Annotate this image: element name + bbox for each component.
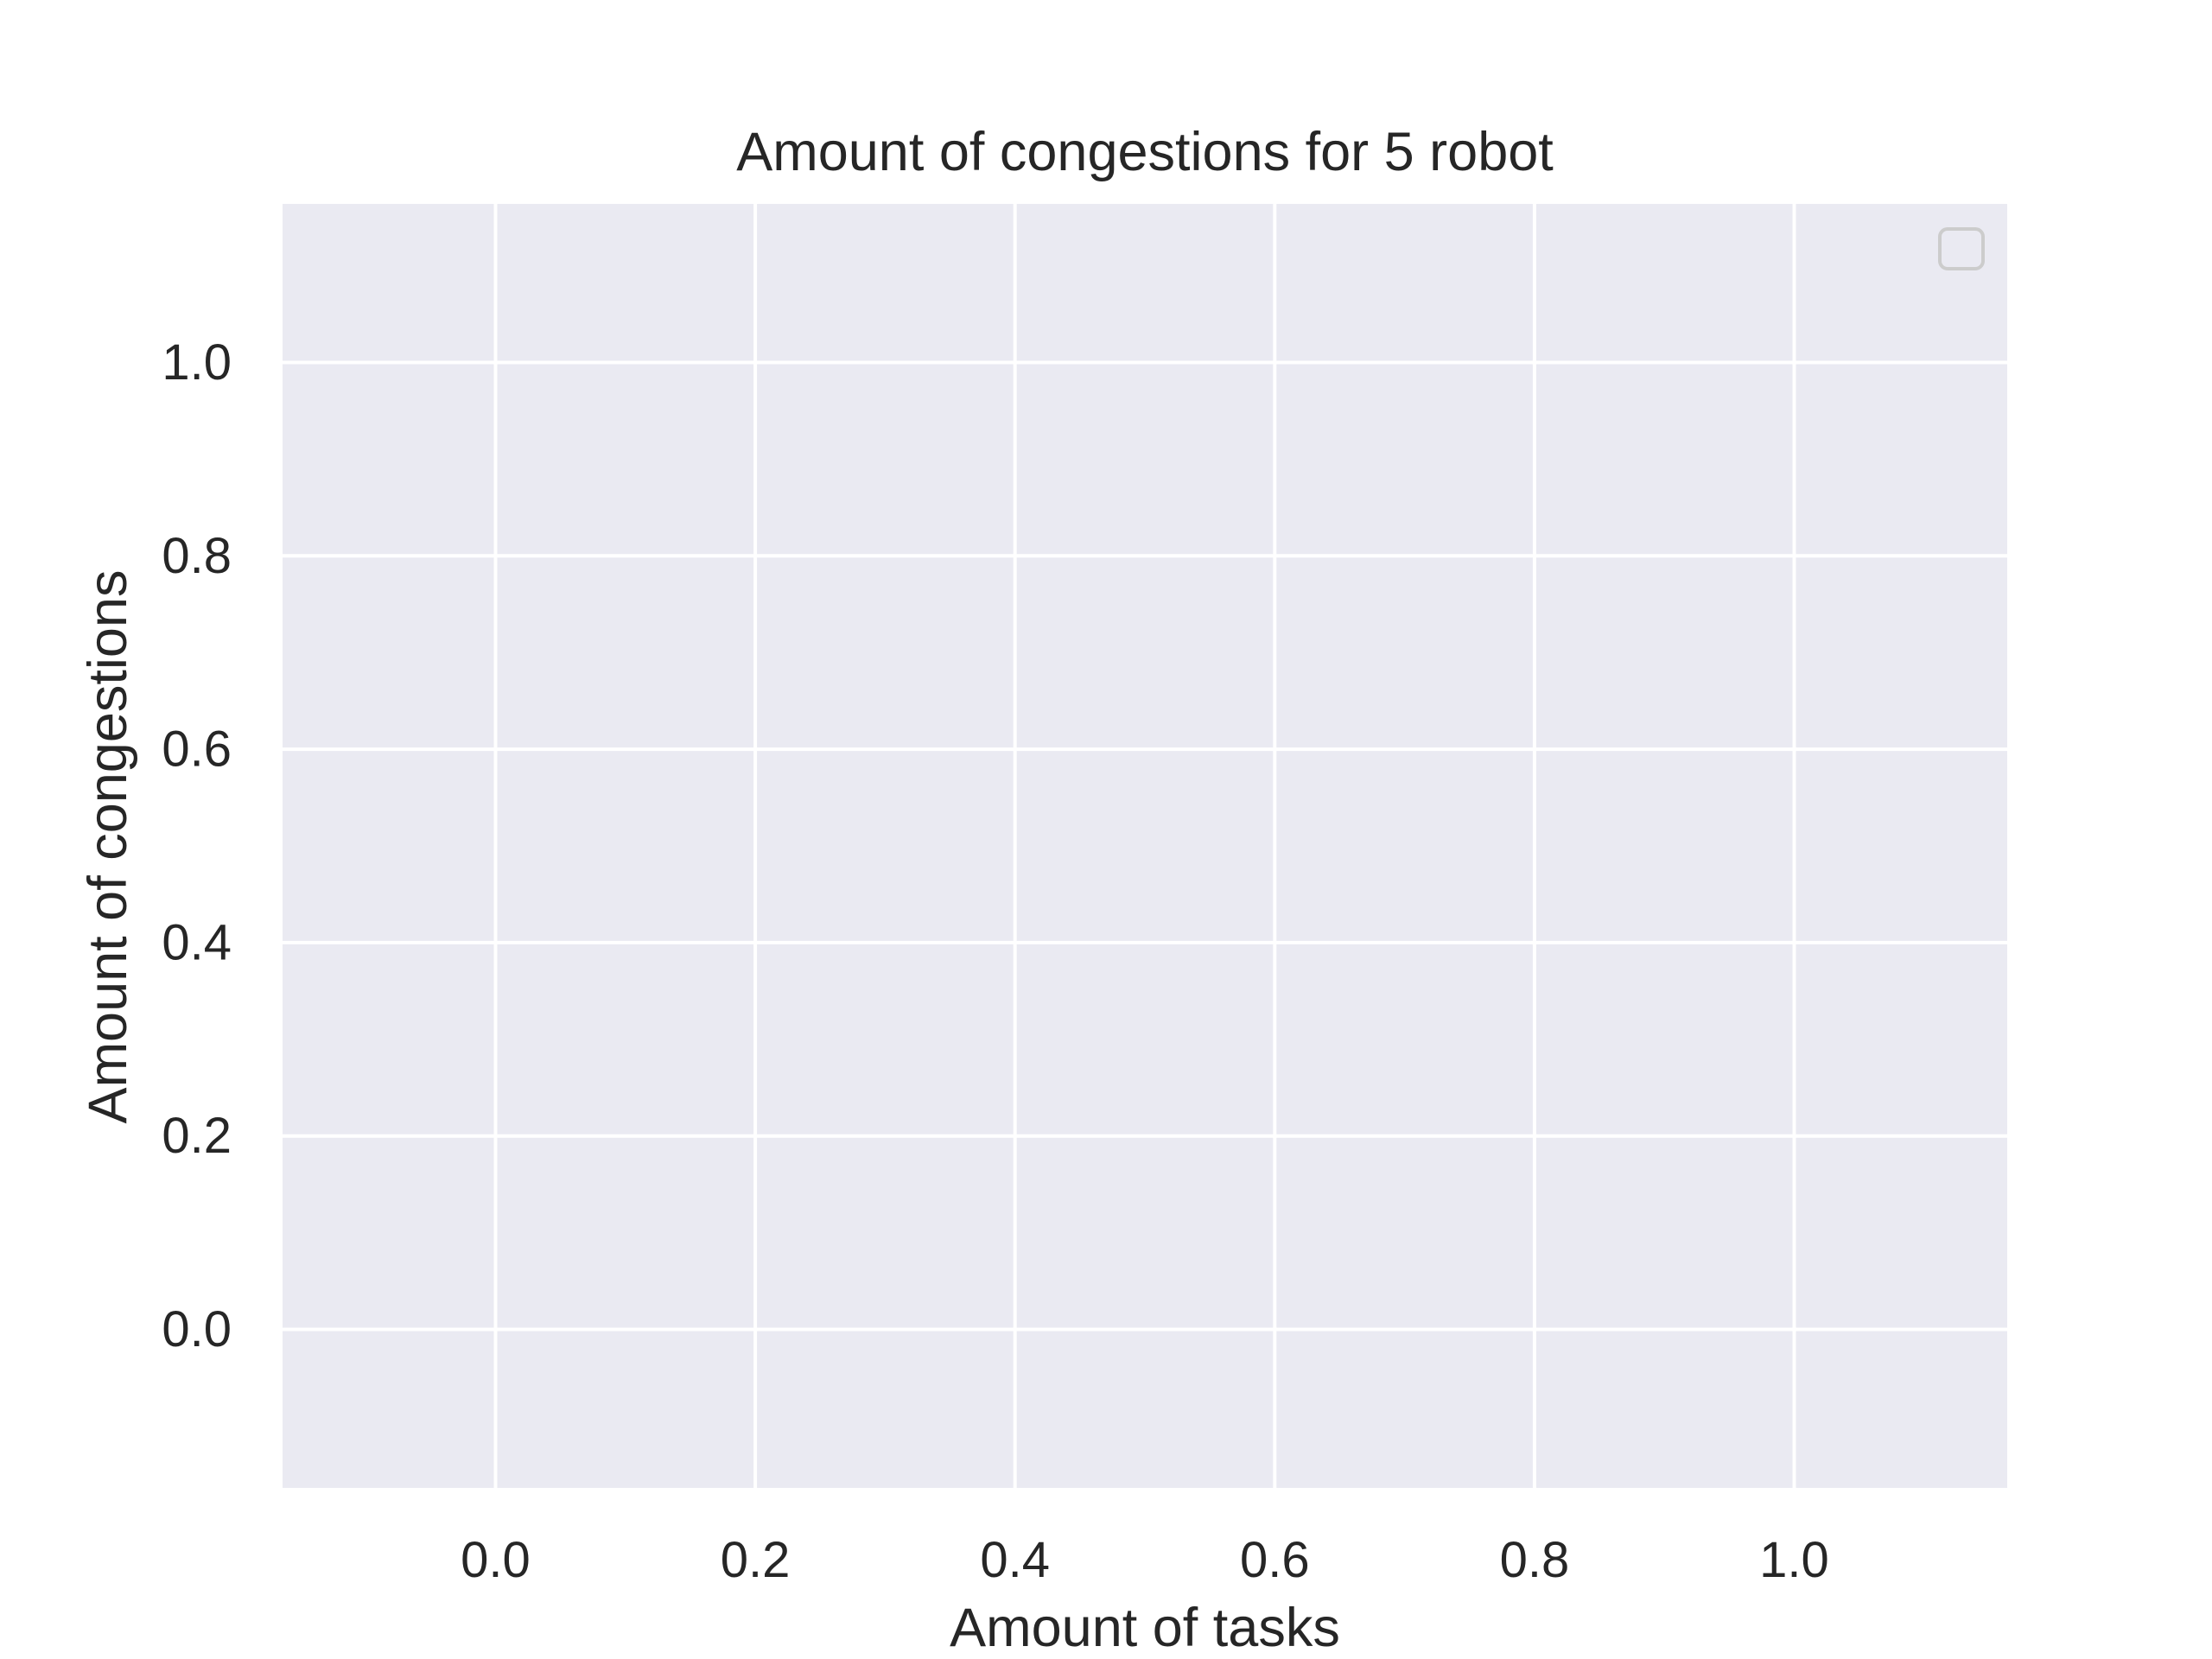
- chart-title: Amount of congestions for 5 robot: [736, 122, 1554, 182]
- x-tick-label: 1.0: [1759, 1532, 1829, 1588]
- y-tick-label: 0.4: [162, 914, 232, 970]
- legend: [1938, 227, 1985, 270]
- x-tick-label: 0.2: [721, 1532, 791, 1588]
- x-axis-label: Amount of tasks: [950, 1598, 1340, 1658]
- y-tick-label: 0.2: [162, 1108, 232, 1164]
- plot-area: [283, 204, 2007, 1488]
- x-tick-label: 0.4: [980, 1532, 1050, 1588]
- y-tick-label: 1.0: [162, 334, 232, 391]
- y-axis-label: Amount of congestions: [78, 570, 138, 1124]
- y-tick-label: 0.6: [162, 721, 232, 778]
- y-tick-label: 0.8: [162, 528, 232, 584]
- x-tick-label: 0.8: [1500, 1532, 1570, 1588]
- grid: [283, 204, 2007, 1488]
- y-tick-label: 0.0: [162, 1301, 232, 1357]
- x-tick-label: 0.0: [461, 1532, 531, 1588]
- y-axis-ticks: 0.0 0.2 0.4 0.6 0.8 1.0: [162, 334, 232, 1357]
- x-axis-ticks: 0.0 0.2 0.4 0.6 0.8 1.0: [461, 1532, 1829, 1588]
- x-tick-label: 0.6: [1240, 1532, 1310, 1588]
